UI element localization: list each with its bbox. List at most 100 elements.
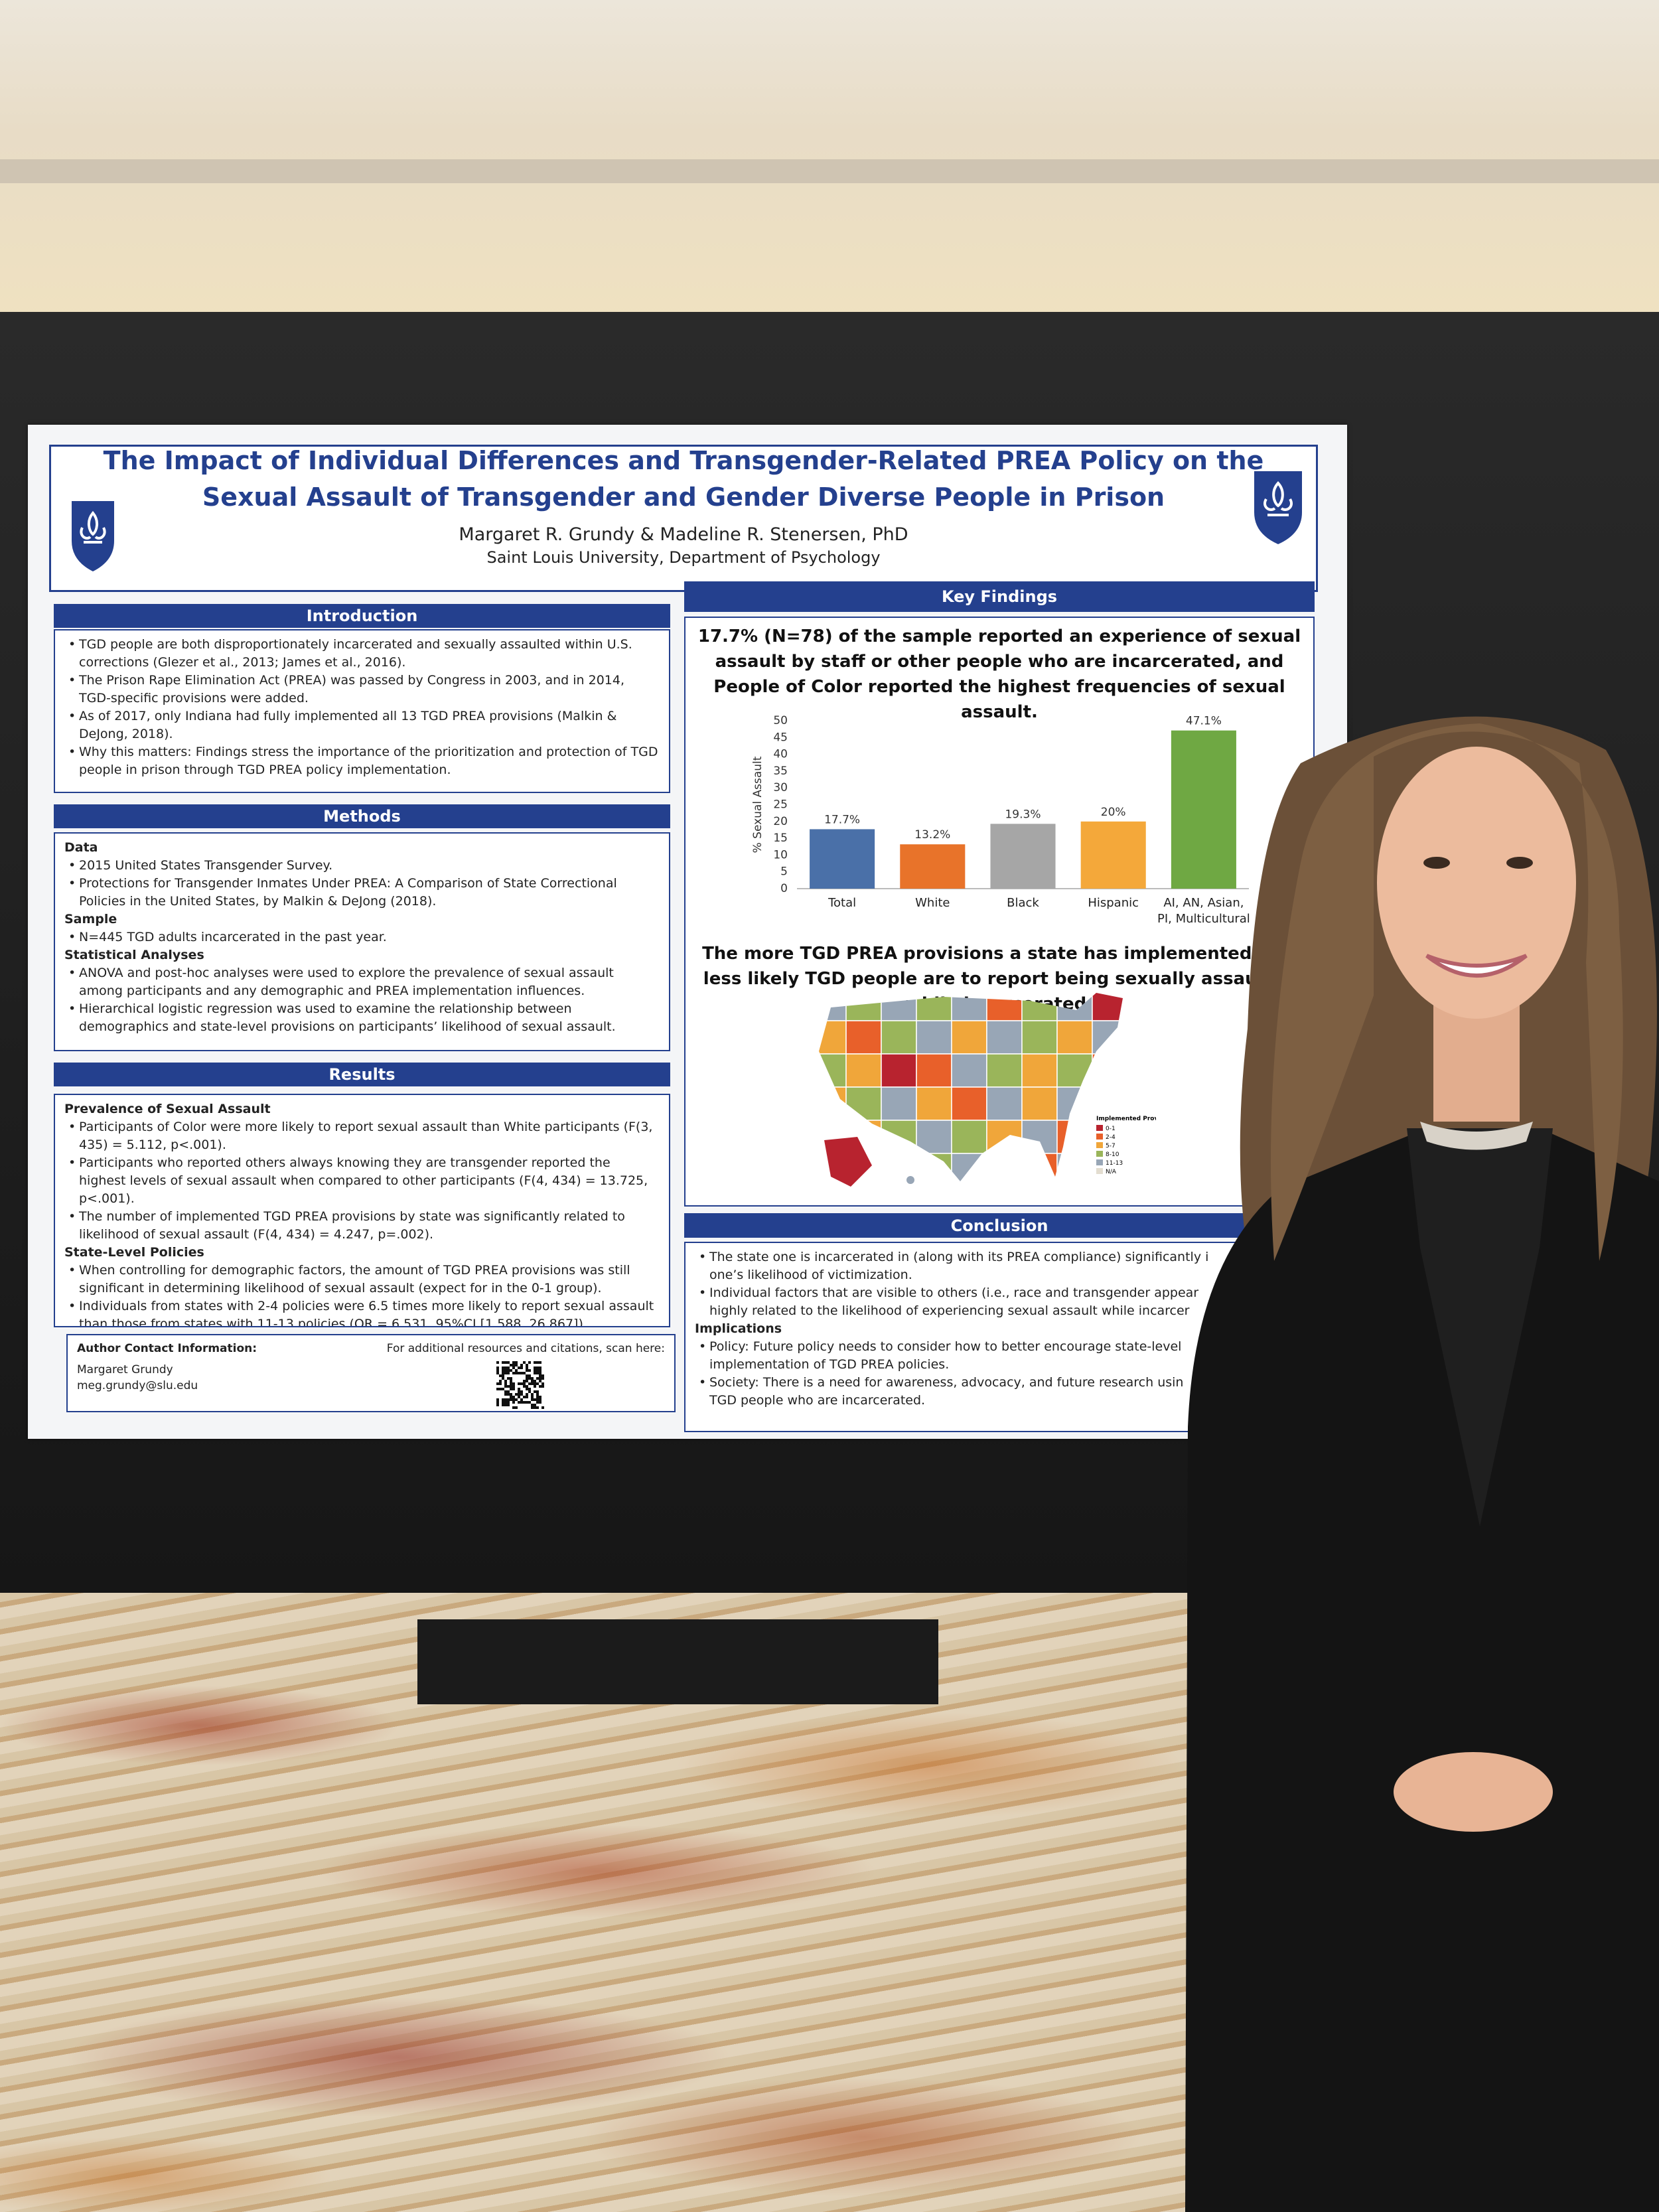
state bbox=[881, 1053, 917, 1088]
legend-title: Implemented Provisions bbox=[1096, 1116, 1156, 1122]
qr-cell bbox=[534, 1404, 536, 1406]
qr-cell bbox=[510, 1393, 512, 1396]
qr-cell bbox=[510, 1380, 512, 1382]
us-map: Implemented Provisions 0-1 2-4 5-7 8-10 11-13… bbox=[819, 993, 1156, 1187]
value-label: 19.3% bbox=[1005, 808, 1041, 821]
qr-cell bbox=[520, 1366, 523, 1369]
y-tick-label: 0 bbox=[780, 882, 788, 895]
qr-cell bbox=[534, 1380, 536, 1382]
qr-cell bbox=[502, 1361, 504, 1364]
alaska bbox=[824, 1137, 872, 1187]
qr-cell bbox=[518, 1388, 520, 1390]
qr-cell bbox=[507, 1393, 510, 1396]
poster-title: The Impact of Individual Differences and… bbox=[103, 446, 1264, 475]
qr-cell bbox=[518, 1366, 520, 1369]
hair-front bbox=[1271, 723, 1623, 1261]
qr-cell bbox=[534, 1385, 536, 1388]
state bbox=[845, 1020, 882, 1055]
qr-cell bbox=[531, 1377, 534, 1380]
qr-cell bbox=[515, 1398, 518, 1401]
qr-cell bbox=[531, 1404, 534, 1406]
qr-cell bbox=[523, 1396, 526, 1398]
section-heading: Key Findings bbox=[684, 581, 1315, 612]
state bbox=[1056, 1020, 1093, 1055]
qr-cell bbox=[507, 1390, 510, 1393]
legend-label: 5-7 bbox=[1106, 1143, 1116, 1149]
qr-cell bbox=[526, 1366, 528, 1369]
qr-cell bbox=[528, 1377, 531, 1380]
qr-cell bbox=[504, 1398, 507, 1401]
section-box: Prevalence of Sexual Assault Participants… bbox=[54, 1094, 670, 1327]
bullet: ANOVA and post-hoc analyses were used to… bbox=[64, 964, 660, 1000]
qr-cell bbox=[507, 1372, 510, 1374]
qr-cell bbox=[539, 1385, 541, 1388]
qr-cell bbox=[536, 1377, 539, 1380]
qr-cell bbox=[502, 1401, 504, 1404]
bar bbox=[900, 844, 966, 889]
qr-cell bbox=[520, 1382, 523, 1385]
y-tick-label: 50 bbox=[773, 714, 788, 727]
qr-cell bbox=[536, 1382, 539, 1385]
qr-cell bbox=[528, 1374, 531, 1377]
section-heading: Introduction bbox=[54, 604, 670, 628]
qr-cell bbox=[534, 1366, 536, 1369]
qr-cell bbox=[510, 1385, 512, 1388]
qr-cell bbox=[518, 1396, 520, 1398]
qr-cell bbox=[531, 1396, 534, 1398]
qr-cell bbox=[531, 1382, 534, 1385]
qr-cell bbox=[515, 1406, 518, 1409]
qr-cell bbox=[496, 1361, 499, 1364]
qr-cell bbox=[504, 1390, 507, 1393]
qr-cell bbox=[496, 1382, 499, 1385]
qr-cell bbox=[504, 1385, 507, 1388]
qr-cell bbox=[541, 1382, 544, 1385]
bullet: Individual factors that are visible to o… bbox=[695, 1284, 1304, 1320]
qr-cell bbox=[534, 1369, 536, 1372]
qr-cell bbox=[512, 1372, 515, 1374]
qr-cell bbox=[518, 1393, 520, 1396]
qr-cell bbox=[531, 1406, 534, 1409]
qr-cell bbox=[515, 1372, 518, 1374]
plot: 0 5 10 15 20 25 30 35 40 45 50 % Sexual Assault 17.7… bbox=[751, 714, 1249, 895]
qr-cell bbox=[496, 1388, 499, 1390]
logo bbox=[1254, 471, 1302, 544]
eye bbox=[1506, 857, 1533, 869]
state bbox=[916, 1086, 952, 1121]
bullet: N=445 TGD adults incarcerated in the pas… bbox=[64, 928, 660, 946]
x-tick-label: Total bbox=[828, 896, 857, 910]
y-tick-label: 5 bbox=[780, 865, 788, 879]
y-tick-label: 15 bbox=[773, 832, 788, 845]
qr-cell bbox=[526, 1388, 528, 1390]
qr-cell bbox=[541, 1406, 544, 1409]
bullet-line: Policy: Future policy needs to consider … bbox=[709, 1339, 1182, 1354]
qr-cell bbox=[518, 1390, 520, 1393]
qr-cell bbox=[541, 1385, 544, 1388]
qr-cell bbox=[520, 1372, 523, 1374]
qr-cell bbox=[502, 1377, 504, 1380]
qr-cell bbox=[520, 1364, 523, 1366]
qr-cell bbox=[496, 1369, 499, 1372]
qr-cell bbox=[499, 1380, 502, 1382]
qr-cell bbox=[528, 1401, 531, 1404]
hands bbox=[1394, 1752, 1553, 1832]
state bbox=[986, 1020, 1023, 1055]
subheading: Implications bbox=[695, 1321, 782, 1336]
bullet-line: one’s likelihood of victimization. bbox=[709, 1268, 912, 1282]
bar bbox=[1171, 730, 1236, 889]
qr-cell bbox=[528, 1382, 531, 1385]
qr-cell bbox=[539, 1372, 541, 1374]
value-label: 13.2% bbox=[914, 828, 950, 842]
state bbox=[1056, 1053, 1093, 1088]
legend-swatch bbox=[1096, 1151, 1103, 1157]
qr-cell bbox=[518, 1382, 520, 1385]
y-tick-label: 20 bbox=[773, 815, 788, 828]
qr-cell bbox=[504, 1404, 507, 1406]
bar bbox=[990, 824, 1056, 889]
qr-cell bbox=[526, 1380, 528, 1382]
qr-cell bbox=[504, 1361, 507, 1364]
qr-cell bbox=[528, 1388, 531, 1390]
section-heading: Conclusion bbox=[684, 1213, 1315, 1238]
legend-label: 8-10 bbox=[1106, 1151, 1119, 1158]
